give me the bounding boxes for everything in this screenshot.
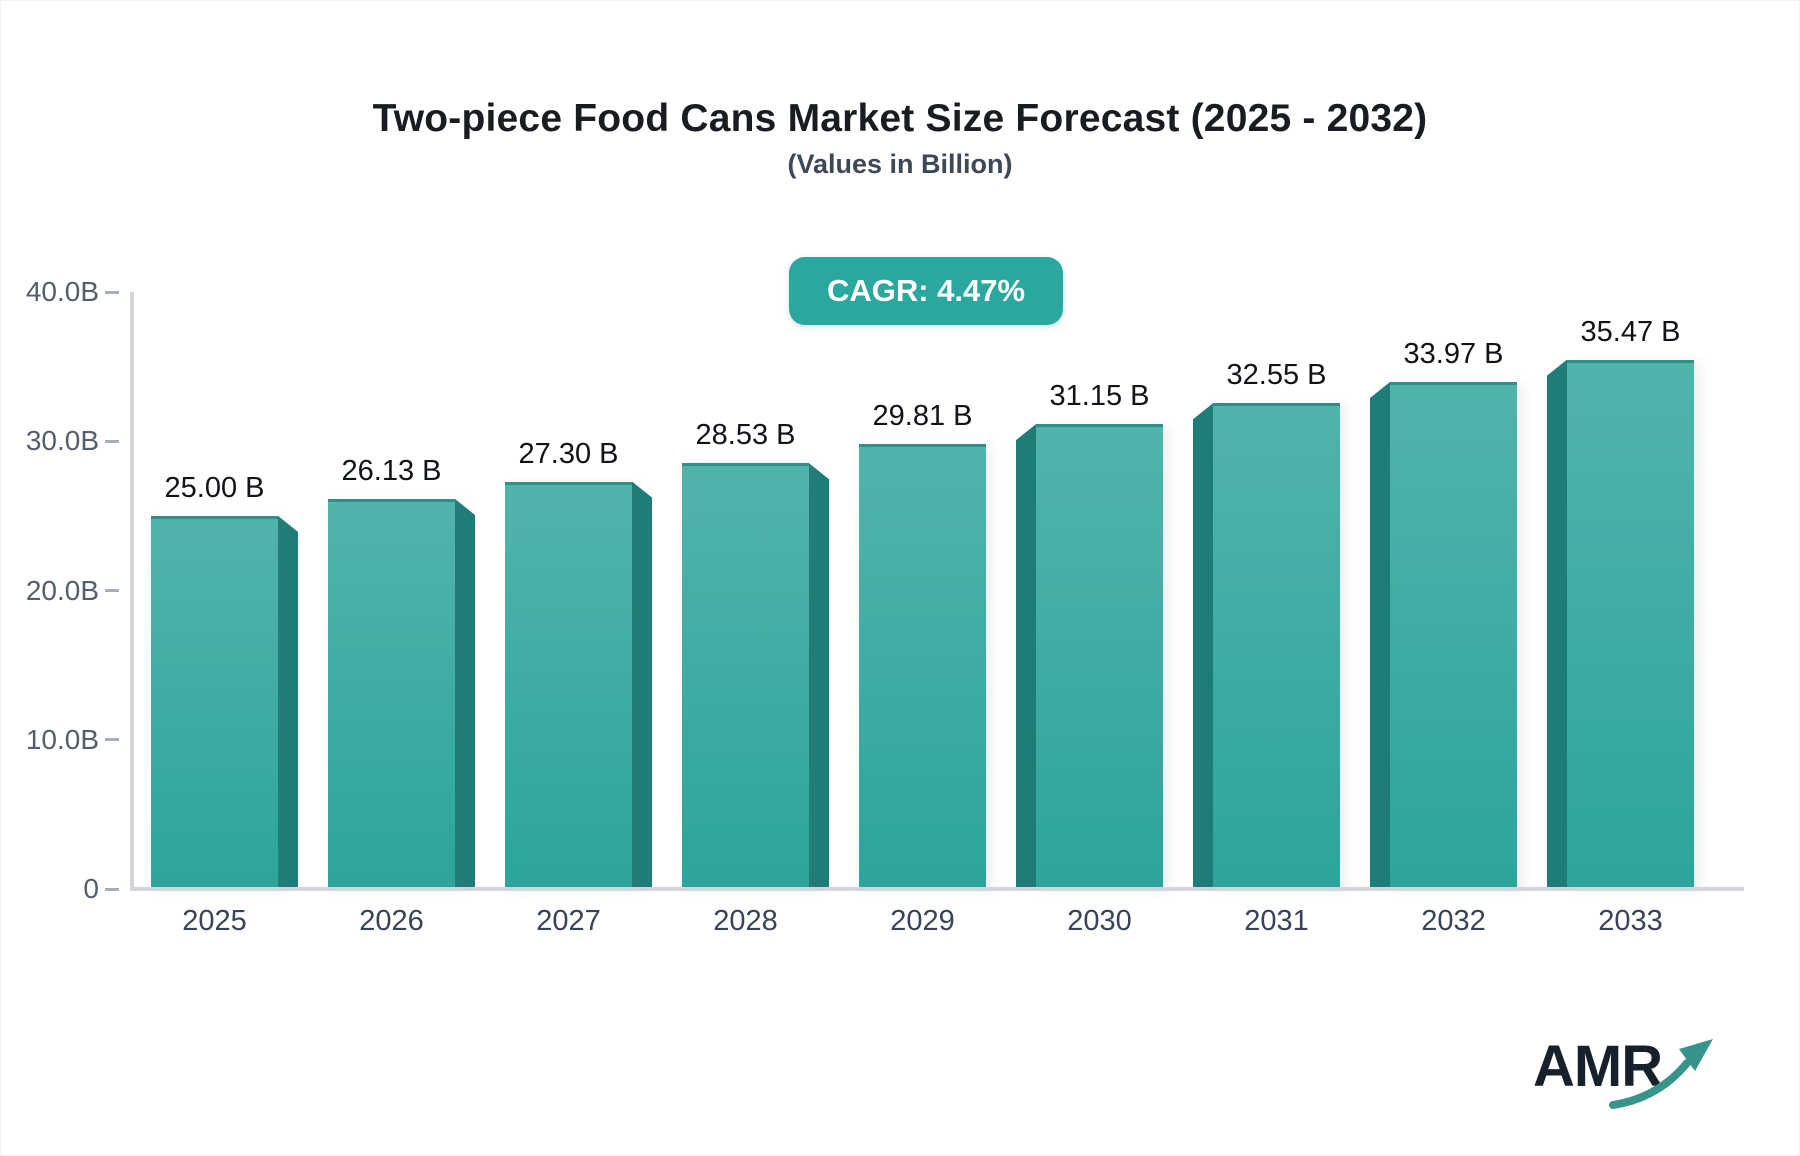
bar-2027 (505, 481, 632, 889)
bar-2032 (1390, 381, 1517, 889)
x-tick-label: 2031 (1244, 905, 1309, 937)
bar-2029 (859, 444, 986, 889)
x-tick-label: 2028 (713, 905, 778, 937)
bar-side-face (1370, 381, 1390, 889)
logo-arrow-icon (1609, 1033, 1719, 1118)
amr-logo-text: AMR (1533, 1034, 1663, 1099)
amr-logo: AMR (1533, 1033, 1733, 1123)
bar-value-label: 33.97 B (1403, 337, 1504, 370)
bar-value-label: 29.81 B (872, 400, 973, 433)
bar-2028 (682, 463, 809, 889)
chart-title: Two-piece Food Cans Market Size Forecast… (372, 97, 1428, 140)
bar-side-face (455, 499, 475, 889)
y-tick-mark (105, 738, 119, 742)
bar-side-face (1193, 403, 1213, 889)
x-tick-label: 2026 (359, 905, 424, 937)
y-tick-label: 10.0B (25, 723, 99, 755)
bar-value-label: 31.15 B (1049, 380, 1150, 413)
bar-value-label: 32.55 B (1226, 359, 1327, 392)
y-tick-label: 30.0B (25, 425, 99, 457)
x-axis-line (130, 887, 1744, 891)
bar-value-label: 26.13 B (341, 455, 442, 487)
bar-2026 (328, 499, 455, 889)
y-tick-label: 40.0B (25, 276, 99, 307)
bar-2031 (1213, 403, 1340, 889)
y-tick-mark (105, 887, 119, 891)
bar-side-face (278, 515, 298, 889)
bar-2033 (1567, 359, 1694, 889)
bar-side-face (1547, 359, 1567, 889)
x-tick-label: 2032 (1421, 905, 1486, 937)
x-tick-label: 2030 (1067, 905, 1132, 937)
bar-value-label: 28.53 B (695, 419, 796, 452)
cagr-badge-label: CAGR: 4.47% (826, 273, 1026, 308)
bar-side-face (1016, 424, 1036, 889)
y-tick-mark (105, 589, 119, 592)
bar-value-label: 25.00 B (164, 471, 265, 504)
bar-side-face (632, 481, 652, 889)
x-tick-label: 2027 (536, 905, 601, 937)
y-tick-label: 20.0B (25, 574, 99, 606)
y-tick-mark (105, 439, 119, 443)
bar-side-face (809, 463, 829, 889)
x-tick-label: 2033 (1598, 905, 1663, 937)
chart-subtitle: (Values in Billion) (787, 149, 1013, 179)
y-tick-label: 0 (83, 873, 99, 904)
bar-value-label: 35.47 B (1580, 315, 1681, 348)
cagr-badge: CAGR: 4.47% (789, 257, 1063, 325)
y-axis-line (130, 292, 134, 889)
bar-2025 (151, 515, 278, 889)
y-tick-mark (105, 290, 119, 294)
bar-2030 (1036, 424, 1163, 889)
x-tick-label: 2029 (890, 905, 955, 937)
x-tick-label: 2025 (182, 905, 247, 937)
bar-value-label: 27.30 B (518, 437, 619, 470)
